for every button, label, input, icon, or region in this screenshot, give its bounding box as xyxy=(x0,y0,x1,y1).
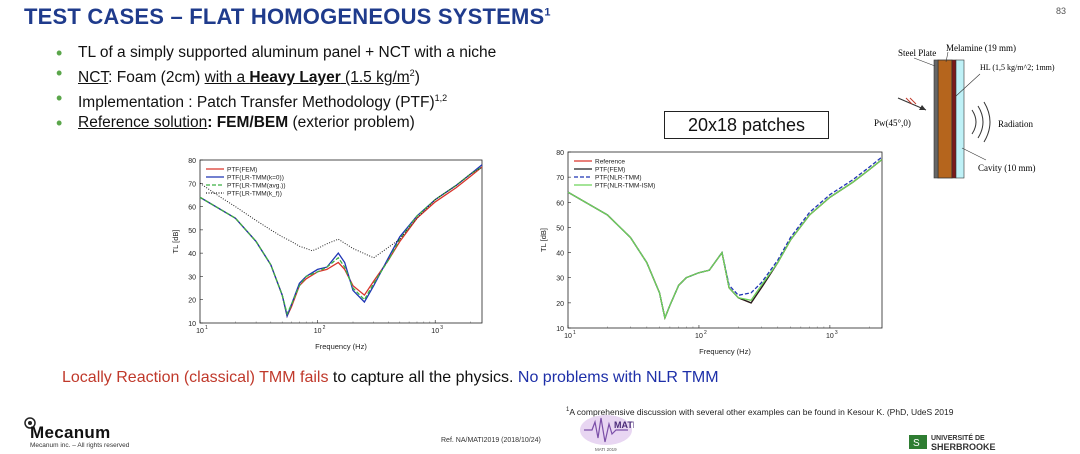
y-tick-label: 20 xyxy=(188,298,196,305)
y-tick-label: 30 xyxy=(188,274,196,281)
mecanum-logo: Mecanum xyxy=(30,423,111,442)
y-tick-label: 70 xyxy=(556,175,564,182)
wave-mark xyxy=(905,97,913,105)
leader-line xyxy=(961,147,987,161)
x-axis-label: Frequency (Hz) xyxy=(315,342,367,351)
legend-label: Reference xyxy=(595,159,625,166)
x-tick-label: 10 xyxy=(695,333,703,340)
bullet-nct: NCT: Foam (2cm) with a Heavy Layer (1.5 … xyxy=(52,63,652,88)
x-tick-label: 10 xyxy=(826,333,834,340)
mecanum-logo-icon xyxy=(24,417,36,429)
svg-text:MATI: MATI xyxy=(614,420,634,430)
plot-area xyxy=(567,151,883,329)
y-tick-label: 50 xyxy=(556,225,564,232)
y-tick-label: 40 xyxy=(556,251,564,258)
heavy-layer xyxy=(951,59,957,179)
x-axis-label: Frequency (Hz) xyxy=(699,347,751,356)
copyright: Mecanum inc. – All rights reserved xyxy=(30,442,130,449)
x-tick-exponent: 1 xyxy=(573,330,576,336)
y-tick-label: 10 xyxy=(556,326,564,333)
y-tick-label: 70 xyxy=(188,181,196,188)
x-tick-label: 10 xyxy=(431,328,439,335)
legend-label: PTF(FEM) xyxy=(227,167,257,174)
y-tick-label: 80 xyxy=(188,158,196,165)
y-axis-label: TL [dB] xyxy=(171,230,180,254)
y-tick-label: 60 xyxy=(188,205,196,212)
bullet-list: TL of a simply supported aluminum panel … xyxy=(52,43,652,133)
legend-label: PTF(FEM) xyxy=(595,167,625,174)
pw-label: Pw(45°,0) xyxy=(874,118,911,128)
y-tick-label: 20 xyxy=(556,301,564,308)
y-tick-label: 40 xyxy=(188,251,196,258)
cavity-layer xyxy=(955,59,965,179)
radiation-arc xyxy=(977,105,984,139)
arrow-head-icon xyxy=(919,105,926,110)
conclusion-text: Locally Reaction (classical) TMM fails t… xyxy=(62,369,719,386)
udes-shield-icon: S xyxy=(909,435,927,449)
radiation-label: Radiation xyxy=(998,119,1033,129)
x-tick-label: 10 xyxy=(564,333,572,340)
cavity-label: Cavity (10 mm) xyxy=(978,163,1036,173)
legend-label: PTF(NLR-TMM-ISM) xyxy=(595,183,655,190)
footnote: 1A comprehensive discussion with several… xyxy=(566,407,954,417)
steel-plate-label: Steel Plate xyxy=(898,48,936,58)
bullet-reference: Reference solution: FEM/BEM (exterior pr… xyxy=(52,113,652,133)
bullet-tl: TL of a simply supported aluminum panel … xyxy=(52,43,652,63)
bullet-implementation: Implementation : Patch Transfer Methodol… xyxy=(52,88,652,113)
mati-caption: MATI 2019 xyxy=(595,447,617,452)
steel-plate xyxy=(933,59,939,179)
x-tick-exponent: 1 xyxy=(205,325,208,331)
wave-mark xyxy=(909,97,917,105)
series-line xyxy=(567,158,883,321)
svg-text:S: S xyxy=(913,438,920,449)
radiation-arc xyxy=(983,101,991,143)
x-tick-exponent: 3 xyxy=(835,330,838,336)
radiation-arc xyxy=(971,109,977,135)
legend-label: PTF(LR-TMM(k_f)) xyxy=(227,191,282,198)
y-axis-label: TL [dB] xyxy=(539,228,548,252)
foam-layer xyxy=(937,59,953,179)
structure-diagram: Steel Plate Melamine (19 mm) HL (1,5 kg/… xyxy=(874,43,1055,179)
y-tick-label: 80 xyxy=(556,150,564,157)
y-tick-label: 60 xyxy=(556,200,564,207)
leader-line xyxy=(913,57,936,67)
hl-label: HL (1,5 kg/m^2; 1mm) xyxy=(980,63,1055,72)
y-tick-label: 50 xyxy=(188,228,196,235)
leader-line xyxy=(955,73,981,97)
melamine-label: Melamine (19 mm) xyxy=(946,43,1016,53)
slide-title: TEST CASES – FLAT HOMOGENEOUS SYSTEMS1 xyxy=(24,4,551,29)
slide-number: 83 xyxy=(1055,6,1066,16)
leader-line xyxy=(945,51,949,63)
series-line xyxy=(199,166,483,259)
patches-box: 20x18 patches xyxy=(664,111,829,139)
x-tick-label: 10 xyxy=(196,328,204,335)
y-tick-label: 30 xyxy=(556,276,564,283)
legend-label: PTF(LR-TMM(k=0)) xyxy=(227,175,284,182)
legend-label: PTF(NLR-TMM) xyxy=(595,175,642,182)
series-line xyxy=(199,166,483,316)
x-tick-label: 10 xyxy=(314,328,322,335)
mati-logo: MATI xyxy=(580,415,634,445)
reference-text: Ref. NA/MATI2019 (2018/10/24) xyxy=(441,437,541,444)
plot-area xyxy=(199,159,483,324)
x-tick-exponent: 3 xyxy=(440,325,443,331)
legend-label: PTF(LR-TMM(avg.)) xyxy=(227,183,286,190)
x-tick-exponent: 2 xyxy=(704,330,707,336)
y-tick-label: 10 xyxy=(188,321,196,328)
udes-logo: UNIVERSITÉ DE SHERBROOKE xyxy=(931,435,996,452)
x-tick-exponent: 2 xyxy=(323,325,326,331)
